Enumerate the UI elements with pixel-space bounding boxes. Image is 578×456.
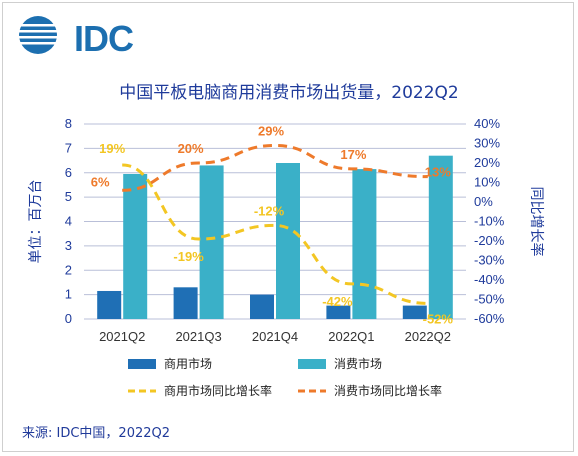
data-label-commercial-growth: 19%	[99, 141, 125, 156]
bar-commercial	[250, 294, 274, 319]
logo-text: IDC	[74, 18, 134, 59]
data-label-consumer-growth: 17%	[340, 147, 366, 162]
y2-tick-label: 20%	[474, 155, 500, 170]
legend-label: 商用市场同比增长率	[164, 383, 272, 398]
data-label-commercial-growth: -52%	[423, 311, 454, 326]
y-tick-label: 8	[65, 116, 72, 131]
y2-axis-label: 同比增长率	[528, 187, 545, 257]
bar-consumer	[352, 169, 377, 319]
y2-tick-label: -50%	[474, 292, 505, 307]
y2-tick-label: -10%	[474, 214, 505, 229]
bar-commercial	[326, 305, 351, 319]
y-tick-label: 3	[65, 238, 72, 253]
bar-consumer	[428, 155, 453, 319]
y2-tick-label: 30%	[474, 136, 500, 151]
x-tick-label: 2021Q4	[252, 329, 298, 344]
bar-commercial	[402, 305, 427, 319]
bar-consumer	[123, 173, 148, 319]
x-tick-label: 2021Q2	[99, 329, 145, 344]
chart-title: 中国平板电脑商用消费市场出货量，2022Q2	[119, 83, 459, 103]
line-consumer-growth	[122, 143, 428, 192]
y-tick-label: 2	[65, 262, 72, 277]
data-label-commercial-growth: -19%	[173, 249, 204, 264]
y-tick-label: 6	[65, 165, 72, 180]
legend-label: 消费市场	[334, 356, 382, 371]
idc-logo: IDC	[16, 14, 146, 59]
legend-swatch	[128, 359, 156, 369]
data-label-consumer-growth: 20%	[178, 141, 204, 156]
x-tick-label: 2022Q2	[405, 329, 451, 344]
y2-tick-label: 40%	[474, 116, 500, 131]
y2-tick-label: 0%	[474, 194, 493, 209]
legend-label: 商用市场	[164, 356, 212, 371]
globe-icon	[19, 16, 57, 54]
bar-consumer	[199, 165, 224, 319]
y-tick-label: 0	[65, 311, 72, 326]
data-label-consumer-growth: 29%	[258, 123, 284, 138]
x-tick-label: 2021Q3	[175, 329, 221, 344]
y-tick-label: 7	[65, 140, 72, 155]
legend-label: 消费市场同比增长率	[334, 383, 442, 398]
y2-tick-label: -30%	[474, 253, 505, 268]
data-label-commercial-growth: -42%	[322, 294, 353, 309]
data-label-consumer-growth: 6%	[91, 174, 110, 189]
y2-tick-label: -40%	[474, 272, 505, 287]
y-tick-label: 5	[65, 189, 72, 204]
x-tick-label: 2022Q1	[328, 329, 374, 344]
bar-consumer	[276, 163, 300, 319]
line-commercial-growth	[122, 163, 428, 305]
y2-tick-label: -20%	[474, 233, 505, 248]
y-tick-label: 1	[65, 287, 72, 302]
y2-tick-label: 10%	[474, 175, 500, 190]
y-tick-label: 4	[65, 214, 72, 229]
y-axis-label: 单位：百万台	[28, 180, 44, 264]
data-label-consumer-growth: 13%	[425, 165, 451, 180]
bar-commercial	[173, 287, 198, 319]
data-label-commercial-growth: -12%	[254, 203, 285, 218]
legend-swatch	[298, 359, 326, 369]
y2-tick-label: -60%	[474, 311, 505, 326]
source-note: 来源: IDC中国，2022Q2	[22, 426, 171, 441]
bar-commercial	[97, 290, 122, 319]
